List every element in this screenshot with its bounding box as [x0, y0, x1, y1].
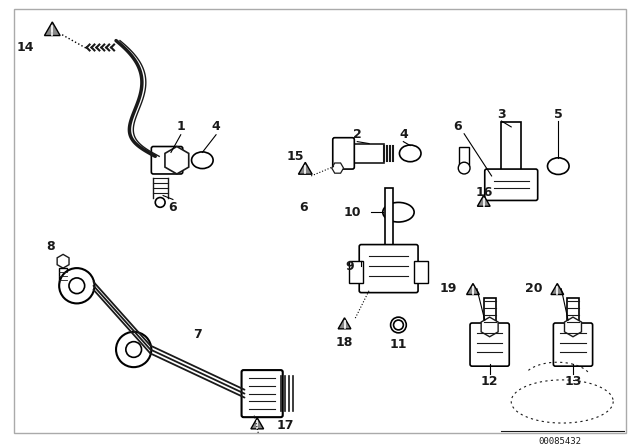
Polygon shape — [481, 317, 498, 337]
Text: 5: 5 — [554, 108, 563, 121]
FancyBboxPatch shape — [484, 169, 538, 200]
Text: 4: 4 — [399, 128, 408, 141]
Ellipse shape — [383, 202, 414, 222]
Polygon shape — [57, 254, 69, 268]
Text: 7: 7 — [193, 328, 202, 341]
Text: 10: 10 — [344, 206, 361, 219]
Ellipse shape — [547, 158, 569, 174]
Polygon shape — [332, 163, 344, 173]
Text: 1: 1 — [177, 121, 185, 134]
Polygon shape — [477, 195, 490, 206]
Circle shape — [126, 342, 141, 358]
Polygon shape — [338, 318, 351, 329]
Circle shape — [69, 278, 84, 293]
Polygon shape — [551, 284, 564, 294]
Text: 6: 6 — [453, 121, 461, 134]
Polygon shape — [348, 143, 384, 163]
Bar — [414, 261, 428, 283]
Polygon shape — [564, 317, 582, 337]
Polygon shape — [467, 284, 479, 294]
Text: 20: 20 — [525, 282, 543, 295]
Circle shape — [394, 320, 403, 330]
Polygon shape — [165, 146, 189, 174]
Bar — [460, 146, 469, 166]
Text: 19: 19 — [440, 282, 458, 295]
FancyBboxPatch shape — [333, 138, 355, 169]
Bar — [567, 297, 579, 327]
FancyBboxPatch shape — [470, 323, 509, 366]
Text: 3: 3 — [497, 108, 506, 121]
FancyBboxPatch shape — [241, 370, 283, 417]
Text: 2: 2 — [353, 128, 362, 141]
Ellipse shape — [399, 145, 421, 162]
Text: 00085432: 00085432 — [539, 437, 582, 446]
Text: 8: 8 — [46, 240, 54, 253]
Text: 6: 6 — [168, 201, 177, 214]
Bar — [59, 268, 67, 282]
Text: 18: 18 — [336, 336, 353, 349]
FancyBboxPatch shape — [359, 245, 418, 293]
FancyBboxPatch shape — [554, 323, 593, 366]
Circle shape — [156, 198, 165, 207]
Bar — [484, 297, 495, 327]
Text: 4: 4 — [212, 121, 220, 134]
Circle shape — [458, 162, 470, 174]
Text: 15: 15 — [287, 150, 304, 163]
Polygon shape — [44, 22, 60, 35]
Bar — [385, 188, 392, 246]
Polygon shape — [251, 418, 264, 429]
FancyBboxPatch shape — [151, 146, 182, 174]
Circle shape — [59, 268, 95, 303]
Text: 13: 13 — [564, 375, 582, 388]
Text: 12: 12 — [481, 375, 499, 388]
Text: 17: 17 — [277, 418, 294, 431]
Text: 6: 6 — [299, 201, 308, 214]
Circle shape — [390, 317, 406, 333]
Text: 16: 16 — [475, 186, 492, 199]
Text: 14: 14 — [16, 41, 34, 54]
Bar — [349, 261, 363, 283]
Circle shape — [116, 332, 151, 367]
Polygon shape — [298, 162, 312, 174]
Bar — [501, 122, 521, 171]
Text: 11: 11 — [390, 338, 407, 351]
Ellipse shape — [191, 152, 213, 168]
Text: 9: 9 — [346, 260, 355, 273]
